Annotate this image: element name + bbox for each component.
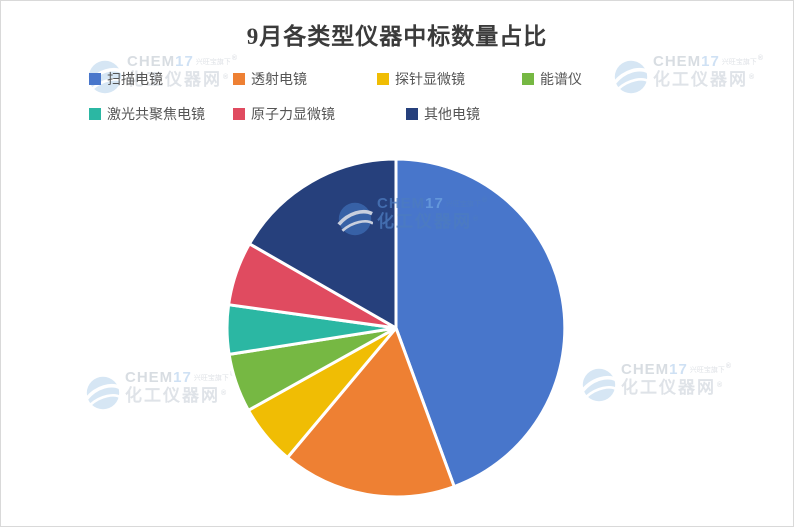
legend-label: 扫描电镜 [107,71,163,87]
legend-item-3: 探针显微镜 [377,69,522,89]
legend-item-5: 激光共聚焦电镜 [89,104,233,124]
legend-item-6: 原子力显微镜 [233,104,406,124]
legend-item-7: 其他电镜 [406,104,480,124]
chart-title: 9月各类型仪器中标数量占比 [246,24,548,49]
legend-swatch [377,73,389,85]
legend-item-1: 扫描电镜 [89,69,233,89]
legend-row-2: 激光共聚焦电镜 原子力显微镜 其他电镜 [89,104,480,124]
legend-swatch [233,108,245,120]
legend-item-2: 透射电镜 [233,69,377,89]
legend-swatch [406,108,418,120]
legend-swatch [89,73,101,85]
legend-label: 原子力显微镜 [251,106,335,122]
legend-item-4: 能谱仪 [522,69,582,89]
legend-label: 能谱仪 [540,71,582,87]
pie-slice-1 [394,157,567,489]
legend-label: 探针显微镜 [395,71,465,87]
pie-slice-2 [286,326,456,499]
legend-swatch [522,73,534,85]
legend-label: 激光共聚焦电镜 [107,106,205,122]
legend-label: 其他电镜 [424,106,480,122]
legend-row-1: 扫描电镜 透射电镜 探针显微镜 能谱仪 [89,69,582,89]
legend-swatch [89,108,101,120]
pie-slice-7 [248,157,398,330]
legend-label: 透射电镜 [251,71,307,87]
legend-swatch [233,73,245,85]
